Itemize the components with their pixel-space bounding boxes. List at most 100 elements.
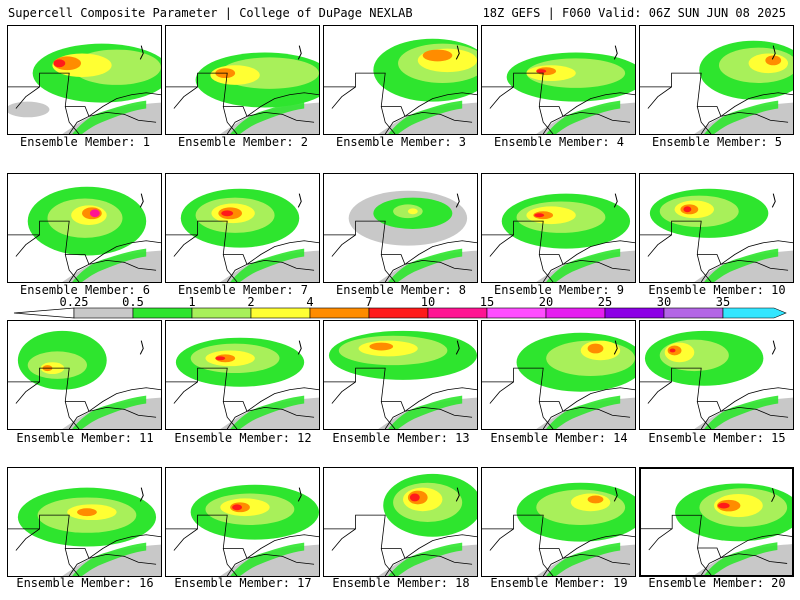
legend-tick-label: 15 [479,295,495,309]
scp-contour-gray [8,101,50,118]
ensemble-member-label: Ensemble Member: 1 [19,135,151,149]
state-border [482,72,631,134]
scp-contour-map [8,330,161,429]
ensemble-member-label: Ensemble Member: 4 [493,135,625,149]
ensemble-map-panel[interactable] [7,467,162,577]
scp-contour-map [166,484,319,576]
coastline [384,387,477,429]
scp-contour-orange [765,55,782,66]
scp-contour-map [641,483,792,575]
coastline [226,387,319,429]
ensemble-map-panel[interactable] [165,320,320,430]
scp-contour-red [534,213,545,218]
boundary-mark [455,487,460,502]
ensemble-map-panel[interactable] [639,173,794,283]
ensemble-map-panel[interactable] [165,173,320,283]
legend-tick-label: 4 [306,295,314,309]
scp-contour-map [166,45,319,134]
state-border [324,220,473,282]
scp-contour-red [53,59,66,68]
legend-tick-label: 0.5 [122,295,144,309]
ensemble-member-label: Ensemble Member: 7 [177,283,309,297]
legend-swatch [486,307,547,319]
ensemble-member-label: Ensemble Member: 12 [174,431,312,445]
ensemble-map-panel[interactable] [481,467,636,577]
boundary-mark [771,45,776,60]
legend-tick-label: 35 [715,295,731,309]
legend-swatch [722,307,787,319]
ensemble-member-label: Ensemble Member: 17 [174,576,312,590]
boundary-mark [613,340,618,355]
coastline [384,240,477,282]
scp-contour-map [166,337,319,429]
coastline [68,92,161,134]
coastal-contour [72,542,147,576]
state-border [482,514,631,576]
boundary-mark [613,487,618,502]
boundary-mark [139,193,144,208]
state-border [640,72,789,134]
boundary-mark [455,193,460,208]
coastline [542,240,635,282]
ensemble-member-label: Ensemble Member: 13 [332,431,470,445]
scp-contour-red [215,356,226,361]
ensemble-member-label: Ensemble Member: 15 [648,431,786,445]
ensemble-map-panel[interactable] [165,467,320,577]
state-border [166,367,315,429]
coastline [226,240,319,282]
scp-contour-map [324,330,477,429]
coastal-contour [546,395,621,429]
scp-contour-red [221,210,234,217]
coastal-contour [388,395,463,429]
ensemble-map-panel[interactable] [481,25,636,135]
legend-tick-label: 1 [188,295,196,309]
scp-contour-orange [369,342,394,351]
ensemble-map-panel[interactable] [7,173,162,283]
scp-contour-map [482,45,635,134]
state-border [8,72,157,134]
ensemble-map-panel[interactable] [481,320,636,430]
scp-contour-yellow [407,208,418,215]
state-border [166,72,315,134]
ensemble-member-label: Ensemble Member: 2 [177,135,309,149]
ensemble-map-panel[interactable] [323,320,478,430]
ensemble-map-panel[interactable] [323,173,478,283]
coastal-contour [230,395,305,429]
coastal-contour [546,248,621,282]
color-legend-bar [13,307,787,319]
legend-tick-label: 25 [597,295,613,309]
ensemble-map-panel[interactable] [7,320,162,430]
boundary-mark [455,45,460,60]
ensemble-member-label: Ensemble Member: 5 [651,135,783,149]
ensemble-map-panel[interactable] [639,467,794,577]
coastal-contour [704,100,779,134]
coastal-contour [704,395,779,429]
boundary-mark [297,45,302,60]
ensemble-map-panel[interactable] [323,25,478,135]
ensemble-map-panel[interactable] [323,467,478,577]
ensemble-map-panel[interactable] [639,25,794,135]
coastal-contour [388,100,463,134]
scp-contour-map [324,38,477,134]
ensemble-member-label: Ensemble Member: 16 [16,576,154,590]
ensemble-map-panel[interactable] [639,320,794,430]
legend-swatch [309,307,370,319]
legend-tick-label: 0.25 [59,295,89,309]
scp-contour-red [409,493,420,502]
ensemble-map-panel[interactable] [481,173,636,283]
boundary-mark [613,193,618,208]
legend-swatch [368,307,429,319]
coastline [700,240,793,282]
ensemble-member-label: Ensemble Member: 19 [490,576,628,590]
ensemble-map-panel[interactable] [7,25,162,135]
boundary-mark [297,193,302,208]
boundary-mark [139,340,144,355]
coastline [68,534,161,576]
ensemble-map-panel[interactable] [165,25,320,135]
legend-tick-label: 30 [656,295,672,309]
scp-contour-magenta [89,209,100,218]
color-legend: 0.25 0.5 1 2 4 7 10 15 20 25 30 35 [13,295,787,319]
scp-contour-map [640,330,793,429]
state-border [640,220,789,282]
coastal-contour [388,248,463,282]
